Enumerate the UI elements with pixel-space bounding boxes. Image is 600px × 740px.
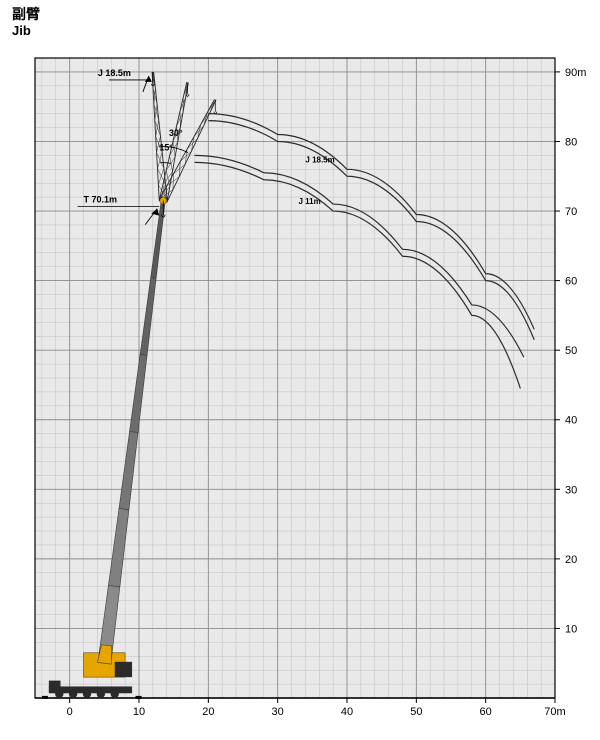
svg-text:J 11m: J 11m	[298, 197, 320, 206]
svg-text:30: 30	[272, 706, 284, 718]
svg-text:70: 70	[565, 206, 577, 218]
svg-text:30: 30	[565, 484, 577, 496]
svg-text:15°: 15°	[159, 143, 173, 153]
svg-text:10: 10	[565, 623, 577, 635]
svg-text:10: 10	[133, 706, 145, 718]
svg-text:60: 60	[480, 706, 492, 718]
svg-text:T 70.1m: T 70.1m	[84, 195, 118, 205]
svg-text:20: 20	[202, 706, 214, 718]
svg-text:50: 50	[565, 345, 577, 357]
page: 副臂 Jib 010203040506070m90m80706050403020…	[0, 0, 600, 740]
svg-text:70m: 70m	[544, 706, 565, 718]
svg-text:0: 0	[67, 706, 73, 718]
svg-text:40: 40	[341, 706, 353, 718]
svg-text:50: 50	[410, 706, 422, 718]
jib-range-diagram: 0 10 20 30 40 50 60 70m 90m 80 70 60 50 40 30 20 10 15° 30…	[0, 0, 600, 740]
svg-text:60: 60	[565, 276, 577, 288]
svg-text:30°: 30°	[169, 128, 183, 138]
svg-text:J 18.5m: J 18.5m	[98, 68, 131, 78]
svg-text:J 18.5m: J 18.5m	[305, 155, 334, 164]
svg-text:20: 20	[565, 554, 577, 566]
svg-text:80: 80	[565, 136, 577, 148]
svg-text:40: 40	[565, 415, 577, 427]
svg-text:90m: 90m	[565, 67, 586, 79]
